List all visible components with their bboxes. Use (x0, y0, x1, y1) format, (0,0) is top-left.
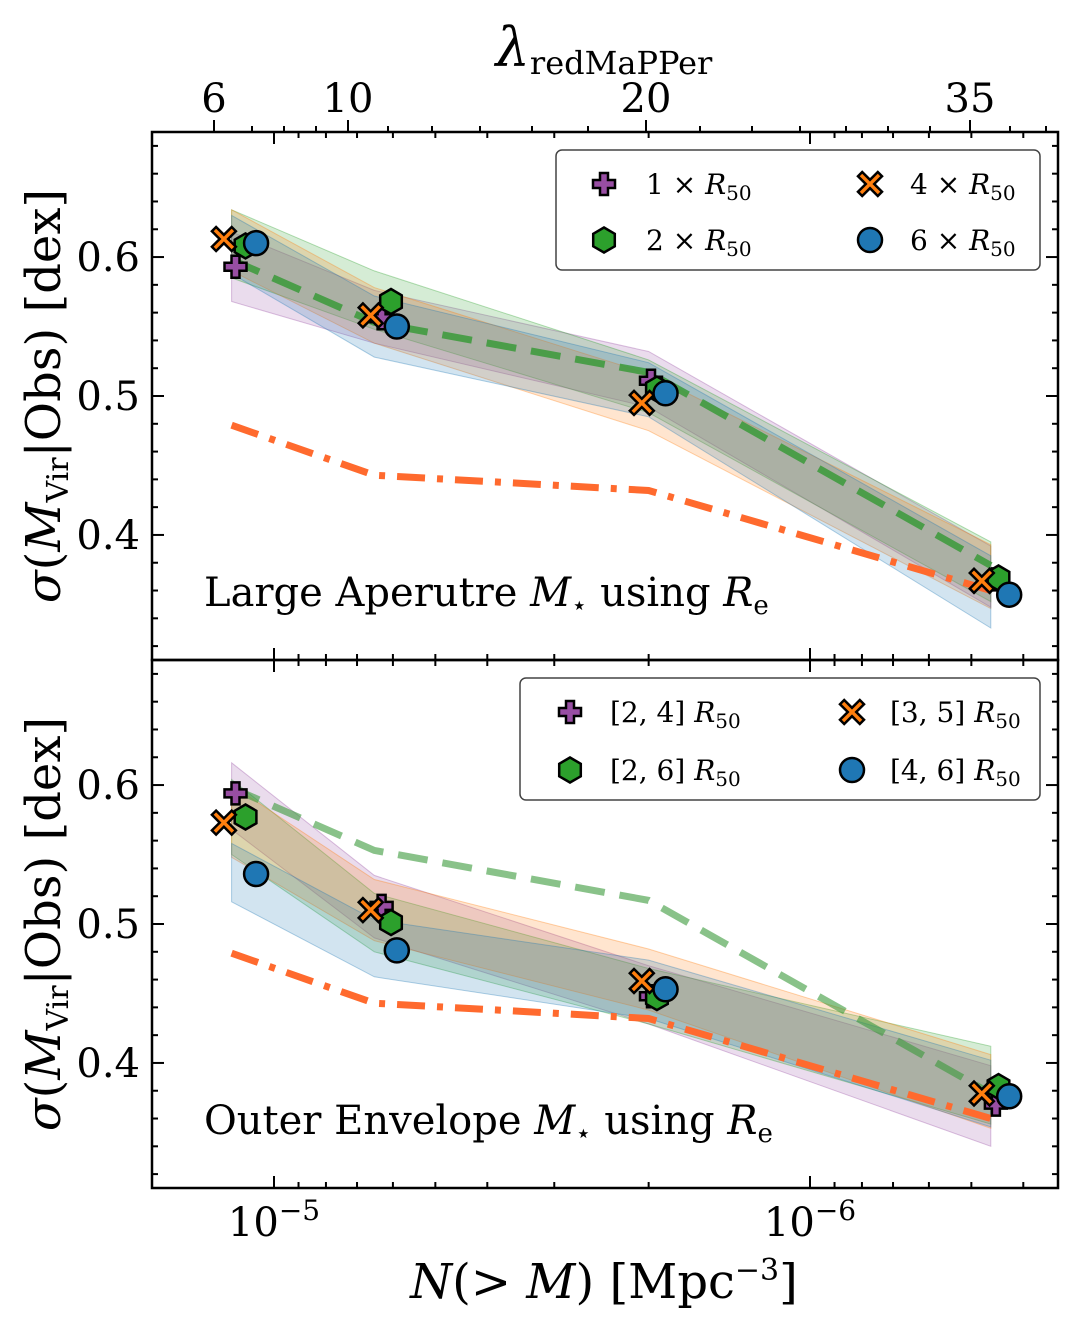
data-point-x (356, 301, 385, 330)
data-point-circle (242, 229, 270, 257)
data-point-x (356, 896, 385, 924)
reference-line-dashed (230, 256, 993, 569)
legend-label: [3, 5] R50 (890, 696, 1021, 733)
data-point-x (968, 567, 996, 595)
reference-line-dashdot (230, 949, 992, 1122)
data-point-hexagon (557, 756, 583, 784)
panel-outer-envelope: 0.4 0.5 0.6 (76, 658, 1060, 1190)
top-tick-label: 10 (323, 76, 374, 122)
y-tick-label: 0.4 (76, 513, 140, 559)
data-point-x (628, 967, 656, 995)
data-point-x (838, 698, 866, 726)
legend-label: [4, 6] R50 (890, 754, 1021, 791)
data-point-circle (383, 937, 411, 964)
panel-annotation-bottom: Outer Envelope M⋆ using Re (204, 1098, 773, 1149)
x-axis-ticklabels: 10−5 10−6 (228, 1194, 856, 1246)
data-point-circle (995, 1083, 1023, 1110)
top-tick-label: 6 (201, 76, 226, 122)
data-point-hexagon (233, 803, 258, 831)
data-point-hexagon (378, 287, 404, 316)
confidence-band (231, 231, 992, 609)
data-point-x (968, 1079, 996, 1108)
top-tick-label: 20 (621, 76, 672, 122)
data-point-x (628, 389, 656, 417)
confidence-band (231, 778, 992, 1125)
confidence-band (231, 208, 992, 610)
data-point-plus (223, 254, 248, 280)
data-point-hexagon (378, 908, 404, 937)
data-point-hexagon (591, 226, 617, 254)
panel-large-aperture: 0.4 0.5 0.6 (76, 130, 1060, 662)
plot-area (210, 761, 1023, 1148)
top-tick-label: 35 (945, 76, 996, 122)
plot-area (210, 208, 1023, 629)
confidence-band (231, 761, 992, 1148)
y-tick-label: 0.6 (76, 763, 140, 809)
reference-line-dashed (230, 784, 993, 1097)
x-tick-label: 10−6 (764, 1194, 856, 1246)
top-axis-title: λredMaPPer (494, 16, 713, 82)
confidence-band (231, 842, 992, 1128)
legend-top: 1 × R50 2 × R50 4 × R50 6 × R50 (555, 149, 1041, 271)
y-tick-label: 0.4 (76, 1041, 140, 1087)
data-point-circle (995, 581, 1023, 608)
y-tick-label: 0.5 (76, 374, 140, 420)
legend-label: [2, 4] R50 (610, 696, 741, 733)
legend-bottom: [2, 4] R50 [2, 6] R50 [3, 5] R50 [4, 6] … (519, 677, 1041, 801)
confidence-band (231, 784, 992, 1130)
data-point-plus (223, 781, 248, 806)
data-point-circle (652, 976, 679, 1003)
x-tick-label: 10−5 (228, 1194, 320, 1246)
confidence-band (231, 209, 992, 603)
data-point-circle (652, 379, 679, 407)
data-point-circle (383, 313, 411, 340)
legend-label: [2, 6] R50 (610, 754, 741, 791)
data-point-circle (242, 860, 270, 888)
data-point-plus (557, 699, 583, 725)
y-axis-title-bottom: σ(MVir|Obs) [dex] (16, 717, 76, 1131)
data-point-plus (591, 171, 617, 197)
data-point-x (210, 808, 238, 837)
legend-label: 2 × R50 (646, 224, 752, 261)
y-tick-label: 0.6 (76, 235, 140, 281)
data-point-circle (838, 756, 866, 784)
data-point-x (856, 170, 884, 198)
panel-annotation-top: Large Aperutre M⋆ using Re (204, 570, 769, 621)
legend-label: 4 × R50 (910, 168, 1016, 205)
reference-line-dashdot (230, 421, 992, 594)
top-axis-ticklabels: 6 10 20 35 (201, 76, 995, 122)
x-axis-title: N(> M) [Mpc−3] (409, 1253, 798, 1310)
confidence-band (231, 214, 992, 629)
y-axis-title-top: σ(MVir|Obs) [dex] (16, 189, 76, 603)
legend-label: 1 × R50 (646, 168, 752, 205)
data-point-x (210, 225, 238, 253)
legend-label: 6 × R50 (910, 224, 1016, 261)
data-point-circle (856, 226, 884, 254)
y-tick-label: 0.5 (76, 902, 140, 948)
